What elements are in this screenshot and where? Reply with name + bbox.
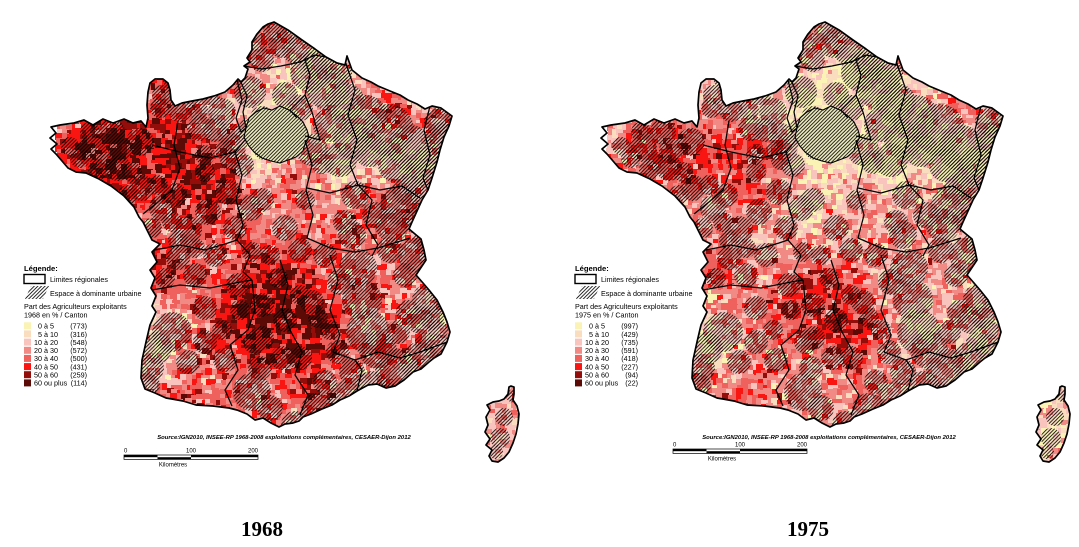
svg-text:à 5: à 5 — [44, 322, 54, 331]
svg-text:10: 10 — [34, 338, 42, 347]
svg-text:40: 40 — [34, 362, 42, 371]
svg-text:20: 20 — [34, 346, 42, 355]
svg-text:1968 en % / Canton: 1968 en % / Canton — [24, 311, 88, 320]
svg-text:60: 60 — [34, 379, 42, 388]
svg-text:5: 5 — [38, 330, 42, 339]
svg-text:200: 200 — [248, 449, 259, 455]
svg-text:(431): (431) — [70, 362, 87, 371]
svg-text:(572): (572) — [70, 346, 87, 355]
svg-text:30: 30 — [34, 354, 42, 363]
svg-text:(316): (316) — [70, 330, 87, 339]
svg-text:Espace à dominante urbaine: Espace à dominante urbaine — [50, 289, 142, 298]
svg-text:Part des Agriculteurs exploita: Part des Agriculteurs exploitants — [24, 302, 127, 311]
svg-text:à 30: à 30 — [44, 346, 58, 355]
svg-text:(548): (548) — [70, 338, 87, 347]
svg-text:(259): (259) — [70, 371, 87, 380]
svg-text:100: 100 — [186, 449, 197, 455]
svg-text:Légende:: Légende: — [24, 264, 58, 273]
svg-text:à 10: à 10 — [44, 330, 58, 339]
svg-text:1968: 1968 — [241, 517, 283, 541]
svg-text:Source:IGN2010, INSEE-RP 1968-: Source:IGN2010, INSEE-RP 1968-2008 explo… — [157, 435, 411, 441]
svg-text:(500): (500) — [70, 354, 87, 363]
svg-text:0: 0 — [124, 449, 128, 455]
svg-text:0: 0 — [38, 322, 42, 331]
svg-text:Limites régionales: Limites régionales — [50, 275, 108, 284]
svg-text:ou plus: ou plus — [44, 379, 68, 388]
svg-text:à 40: à 40 — [44, 354, 58, 363]
svg-text:(114): (114) — [71, 379, 87, 388]
svg-text:à 20: à 20 — [44, 338, 58, 347]
svg-text:(773): (773) — [70, 322, 87, 331]
svg-text:à 50: à 50 — [44, 362, 58, 371]
svg-text:Kilomètres: Kilomètres — [159, 463, 187, 469]
svg-text:50: 50 — [34, 371, 42, 380]
svg-text:à 60: à 60 — [44, 371, 58, 380]
